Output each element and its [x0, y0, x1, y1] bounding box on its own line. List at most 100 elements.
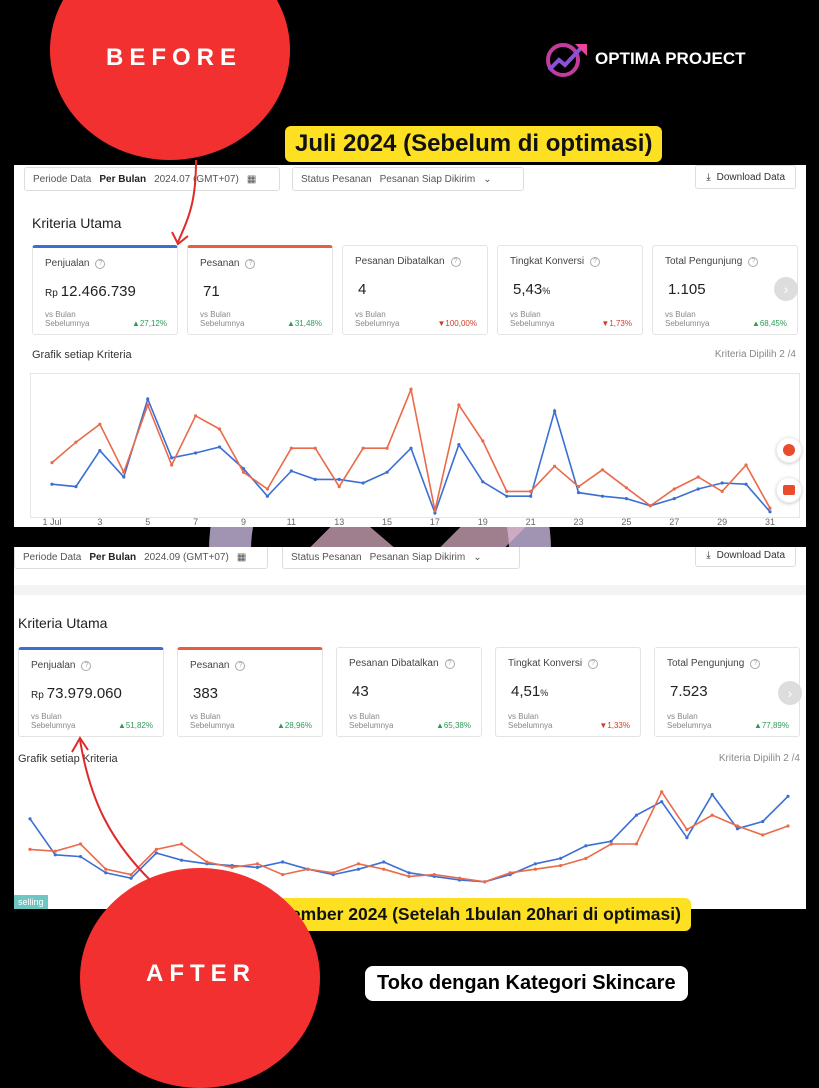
data-point-blue: [104, 871, 108, 875]
x-tick-label: 15: [382, 517, 392, 527]
download-button[interactable]: ⤓ Download Data: [695, 165, 796, 189]
help-icon[interactable]: ?: [748, 256, 759, 267]
period-value: 2024.07 (GMT+07): [154, 173, 239, 185]
callout-before: Juli 2024 (Sebelum di optimasi): [285, 126, 663, 162]
metric-footer: vs Bulan Sebelumnya ▲77,89%: [667, 712, 789, 730]
metric-card[interactable]: Pesanan? 71 vs Bulan Sebelumnya ▲31,48%: [187, 245, 333, 335]
help-icon[interactable]: ?: [750, 658, 761, 669]
x-tick-label: 5: [145, 517, 150, 527]
comparison-label: vs Bulan Sebelumnya: [355, 310, 400, 328]
change-value: 31,48%: [294, 319, 322, 328]
data-point-blue: [382, 860, 386, 864]
x-tick-label: 31: [765, 517, 775, 527]
metric-label-row: Total Pengunjung?: [665, 256, 785, 267]
data-point-blue: [265, 494, 269, 498]
help-icon[interactable]: ?: [95, 258, 106, 269]
metric-value-row: 4: [355, 281, 475, 298]
chevron-down-icon: ⌄: [473, 551, 482, 563]
help-icon[interactable]: ?: [444, 658, 455, 669]
message-icon[interactable]: [776, 477, 802, 503]
metric-card[interactable]: Total Pengunjung? 7.523 vs Bulan Sebelumny…: [654, 647, 800, 737]
data-point-orange: [744, 463, 748, 467]
period-selector[interactable]: Periode Data Per Bulan 2024.07 (GMT+07) …: [24, 167, 280, 191]
data-point-blue: [78, 855, 83, 859]
dashboard-before: Periode Data Per Bulan 2024.07 (GMT+07) …: [14, 165, 806, 527]
data-point-orange: [98, 422, 102, 426]
change-indicator: ▲68,45%: [752, 319, 787, 328]
help-icon[interactable]: ?: [590, 256, 601, 267]
metric-label: Pesanan Dibatalkan: [355, 256, 445, 267]
currency-prefix: Rp: [45, 288, 58, 299]
data-point-blue: [180, 858, 184, 862]
triangle-up-icon: ▲: [751, 319, 760, 328]
download-button[interactable]: ⤓ Download Data: [695, 547, 796, 567]
calendar-icon: ▦: [236, 551, 247, 563]
help-icon[interactable]: ?: [235, 660, 246, 671]
metric-card[interactable]: Penjualan? Rp 12.466.739 vs Bulan Sebelumny…: [32, 245, 178, 335]
help-icon[interactable]: ?: [245, 258, 256, 269]
change-indicator: ▼1,33%: [599, 721, 630, 730]
data-point-orange: [281, 873, 285, 877]
data-point-blue: [720, 481, 724, 485]
metric-footer: vs Bulan Sebelumnya ▼100,00%: [355, 310, 477, 328]
data-point-blue: [559, 856, 563, 860]
metric-footer: vs Bulan Sebelumnya ▲51,82%: [31, 712, 153, 730]
data-point-blue: [672, 497, 676, 501]
change-value: 65,38%: [443, 721, 471, 730]
data-point-orange: [356, 862, 361, 866]
period-selector[interactable]: Periode Data Per Bulan 2024.09 (GMT+07) …: [14, 547, 268, 569]
line-chart-before: 1 Jul 3 5 7 9 11 13 15 17 19 21 23 25 27 29 31: [30, 373, 800, 527]
metric-card[interactable]: Tingkat Konversi? 5,43% vs Bulan Sebelumny…: [497, 245, 643, 335]
metric-label-row: Pesanan Dibatalkan?: [349, 658, 469, 669]
metric-card[interactable]: Pesanan? 383 vs Bulan Sebelumnya ▲28,96%: [177, 647, 323, 737]
data-point-blue: [407, 871, 411, 875]
triangle-up-icon: ▲: [117, 721, 126, 730]
data-point-orange: [407, 874, 411, 878]
data-point-blue: [122, 475, 126, 479]
data-point-orange: [685, 828, 689, 832]
status-selector[interactable]: Status Pesanan Pesanan Siap Dikirim ⌄: [282, 547, 520, 569]
x-tick-label: 9: [241, 517, 246, 527]
comparison-label: vs Bulan Sebelumnya: [45, 310, 90, 328]
data-point-blue: [433, 511, 437, 515]
data-point-orange: [129, 873, 133, 877]
metric-card[interactable]: Tingkat Konversi? 4,51% vs Bulan Sebelumny…: [495, 647, 641, 737]
status-selector[interactable]: Status Pesanan Pesanan Siap Dikirim ⌄: [292, 167, 524, 191]
metric-card[interactable]: Pesanan Dibatalkan? 43 vs Bulan Sebelumnya…: [336, 647, 482, 737]
data-point-orange: [180, 842, 184, 846]
chart-criteria-count: Kriteria Dipilih 2 /4: [714, 349, 796, 360]
download-label: Download Data: [716, 171, 785, 183]
metric-card[interactable]: Penjualan? Rp 73.979.060 vs Bulan Sebelumny…: [18, 647, 164, 737]
data-point-blue: [624, 497, 629, 501]
comparison-label: vs Bulan Sebelumnya: [667, 712, 712, 730]
chat-bubble-icon[interactable]: [776, 437, 802, 463]
data-point-blue: [194, 451, 198, 455]
help-icon[interactable]: ?: [588, 658, 599, 669]
divider: [14, 585, 806, 595]
comparison-label: vs Bulan Sebelumnya: [510, 310, 555, 328]
series-line-orange: [29, 790, 789, 883]
help-icon[interactable]: ?: [81, 660, 92, 671]
help-icon[interactable]: ?: [450, 256, 461, 267]
x-tick-label: 13: [334, 517, 344, 527]
data-point-orange: [735, 824, 740, 828]
next-card-button[interactable]: ›: [774, 277, 798, 301]
x-tick-label: 27: [669, 517, 679, 527]
dashboard-after: Periode Data Per Bulan 2024.09 (GMT+07) …: [14, 547, 806, 909]
x-tick-label: 17: [430, 517, 440, 527]
metric-value: 383: [193, 685, 219, 702]
data-point-blue: [217, 445, 222, 449]
metric-card[interactable]: Pesanan Dibatalkan? 4 vs Bulan Sebelumnya ▼…: [342, 245, 488, 335]
data-point-blue: [53, 853, 57, 857]
metric-label-row: Penjualan?: [45, 258, 165, 269]
data-point-orange: [481, 439, 485, 443]
triangle-down-icon: ▼: [599, 721, 608, 730]
change-indicator: ▲31,48%: [287, 319, 322, 328]
category-label: Toko dengan Kategori Skincare: [365, 966, 688, 1001]
download-icon: ⤓: [706, 171, 711, 183]
data-point-orange: [672, 487, 676, 491]
comparison-label: vs Bulan Sebelumnya: [349, 712, 394, 730]
data-point-orange: [786, 824, 790, 828]
next-card-button[interactable]: ›: [778, 681, 802, 705]
metric-label-row: Pesanan?: [200, 258, 320, 269]
